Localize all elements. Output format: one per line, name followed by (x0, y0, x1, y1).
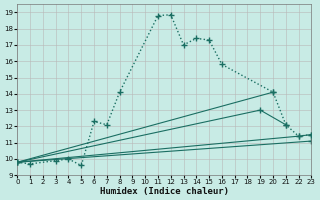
X-axis label: Humidex (Indice chaleur): Humidex (Indice chaleur) (100, 187, 229, 196)
